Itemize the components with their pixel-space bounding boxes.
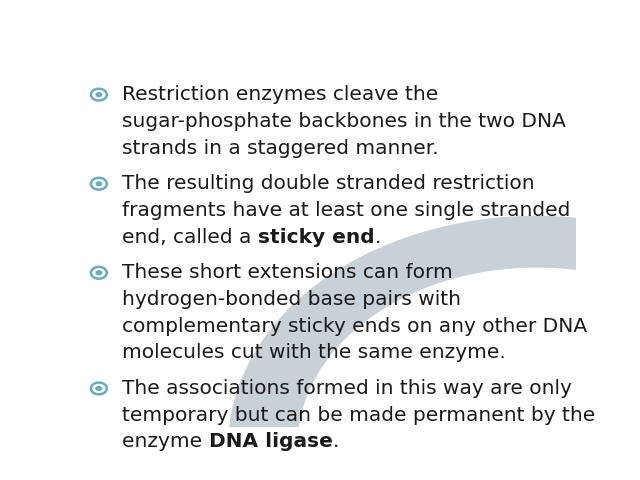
Text: These short extensions can form: These short extensions can form [122,264,453,282]
Text: DNA ligase: DNA ligase [209,432,333,451]
Circle shape [95,92,102,97]
Text: .: . [333,432,339,451]
Text: end, called a: end, called a [122,228,258,247]
Text: molecules cut with the same enzyme.: molecules cut with the same enzyme. [122,343,506,362]
Text: temporary but can be made permanent by the: temporary but can be made permanent by t… [122,406,595,425]
Text: The resulting double stranded restriction: The resulting double stranded restrictio… [122,174,535,193]
Text: enzyme: enzyme [122,432,209,451]
Circle shape [95,386,102,391]
Text: sticky end: sticky end [258,228,374,247]
Text: hydrogen-bonded base pairs with: hydrogen-bonded base pairs with [122,290,461,309]
Circle shape [95,181,102,186]
Text: sugar-phosphate backbones in the two DNA: sugar-phosphate backbones in the two DNA [122,112,566,131]
Text: complementary sticky ends on any other DNA: complementary sticky ends on any other D… [122,317,588,336]
Text: Restriction enzymes cleave the: Restriction enzymes cleave the [122,85,438,104]
Text: fragments have at least one single stranded: fragments have at least one single stran… [122,201,570,220]
Text: .: . [374,228,381,247]
Circle shape [298,268,640,480]
Text: The associations formed in this way are only: The associations formed in this way are … [122,379,572,398]
Circle shape [228,216,640,480]
Text: strands in a staggered manner.: strands in a staggered manner. [122,139,439,157]
Circle shape [95,270,102,276]
